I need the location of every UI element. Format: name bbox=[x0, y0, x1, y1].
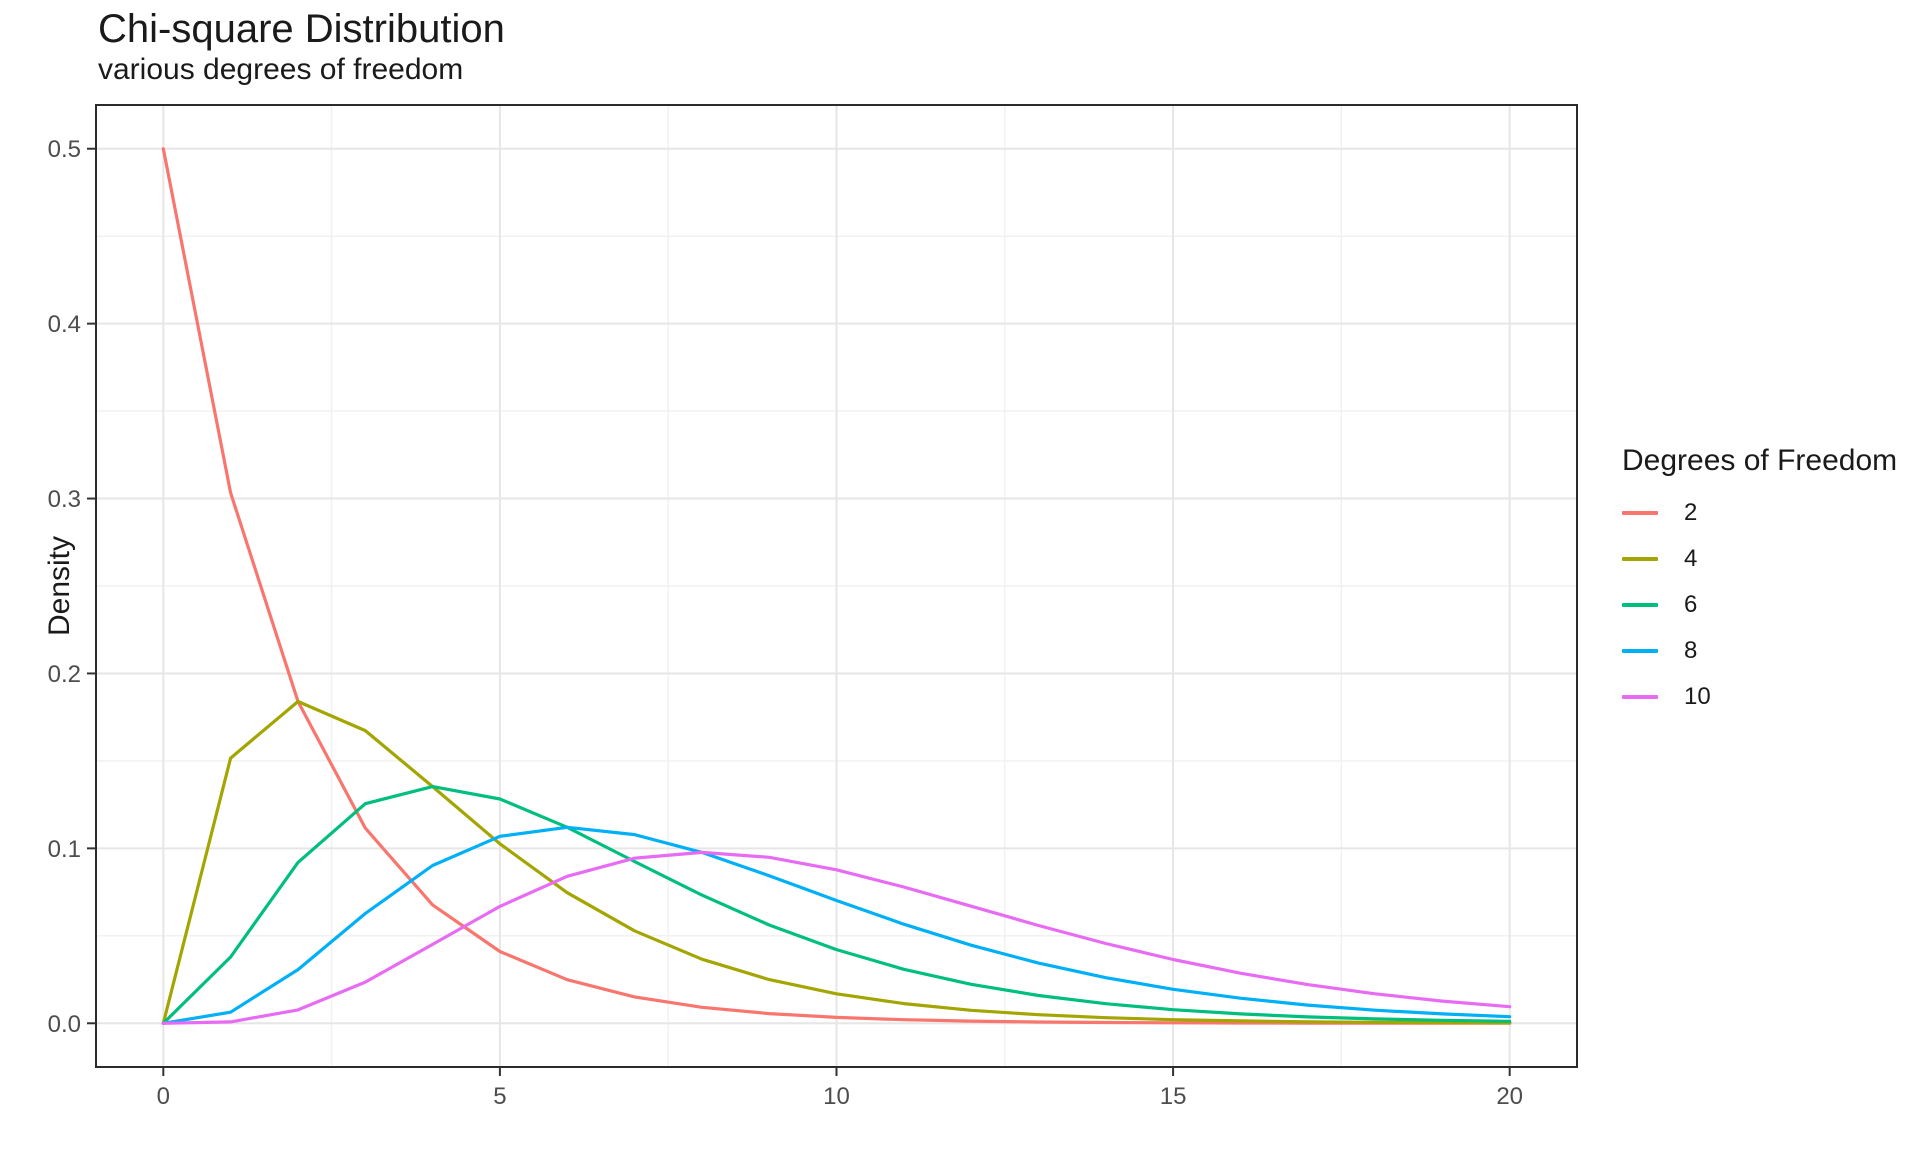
legend: Degrees of Freedom 2 4 6 8 10 bbox=[1622, 444, 1912, 720]
legend-key bbox=[1622, 557, 1658, 561]
legend-key bbox=[1622, 603, 1658, 607]
legend-item-label: 4 bbox=[1684, 545, 1698, 572]
x-tick-label: 15 bbox=[1160, 1083, 1187, 1110]
legend-title: Degrees of Freedom bbox=[1622, 444, 1898, 477]
legend-key bbox=[1622, 695, 1658, 699]
y-tick-label: 0.5 bbox=[48, 136, 81, 163]
legend-key bbox=[1622, 511, 1658, 515]
legend-item-label: 2 bbox=[1684, 499, 1698, 526]
y-tick-label: 0.0 bbox=[48, 1011, 81, 1038]
x-tick-label: 0 bbox=[157, 1083, 170, 1110]
x-tick-label: 20 bbox=[1496, 1083, 1523, 1110]
legend-item-label: 8 bbox=[1684, 637, 1698, 664]
x-tick-label: 10 bbox=[823, 1083, 850, 1110]
legend-item-label: 10 bbox=[1684, 683, 1711, 710]
y-tick-label: 0.1 bbox=[48, 836, 81, 863]
legend-item: 8 bbox=[1622, 628, 1912, 674]
x-tick-label: 5 bbox=[493, 1083, 506, 1110]
legend-key-line-icon bbox=[1622, 649, 1658, 653]
y-tick-label: 0.4 bbox=[48, 311, 81, 338]
series-line-df-10 bbox=[161, 850, 1512, 1025]
legend-key-line-icon bbox=[1622, 603, 1658, 607]
legend-key-line-icon bbox=[1622, 695, 1658, 699]
series-line-df-6 bbox=[161, 784, 1512, 1025]
legend-items: 2 4 6 8 10 bbox=[1622, 490, 1912, 720]
legend-key bbox=[1622, 649, 1658, 653]
legend-item: 4 bbox=[1622, 536, 1912, 582]
legend-key-line-icon bbox=[1622, 511, 1658, 515]
y-tick-label: 0.2 bbox=[48, 661, 81, 688]
chart-subtitle: various degrees of freedom bbox=[98, 53, 464, 86]
series-line-df-8 bbox=[161, 825, 1512, 1025]
legend-item-label: 6 bbox=[1684, 591, 1698, 618]
legend-key-line-icon bbox=[1622, 557, 1658, 561]
legend-item: 2 bbox=[1622, 490, 1912, 536]
legend-item: 10 bbox=[1622, 674, 1912, 720]
chart-title: Chi-square Distribution bbox=[98, 7, 505, 51]
legend-item: 6 bbox=[1622, 582, 1912, 628]
y-tick-label: 0.3 bbox=[48, 486, 81, 513]
series-line-df-4 bbox=[161, 699, 1512, 1025]
